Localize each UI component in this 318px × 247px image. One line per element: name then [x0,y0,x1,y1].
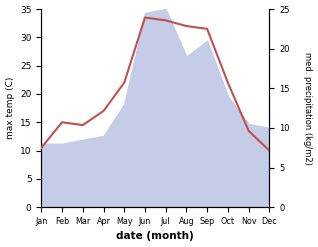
Y-axis label: max temp (C): max temp (C) [5,77,15,139]
Y-axis label: med. precipitation (kg/m2): med. precipitation (kg/m2) [303,52,313,165]
X-axis label: date (month): date (month) [116,231,194,242]
